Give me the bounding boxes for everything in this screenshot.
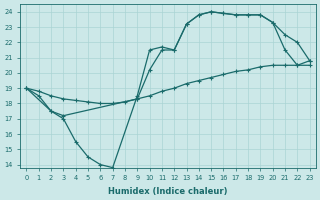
X-axis label: Humidex (Indice chaleur): Humidex (Indice chaleur) xyxy=(108,187,228,196)
